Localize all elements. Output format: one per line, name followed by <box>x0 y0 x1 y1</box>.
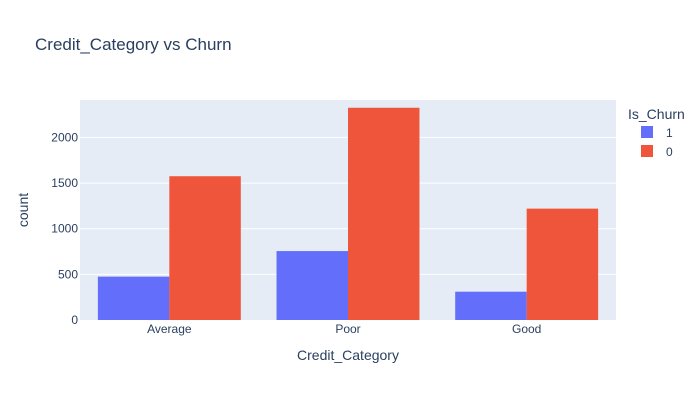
x-axis-ticks: Average Poor Good <box>147 322 541 336</box>
bar-poor-churn-0[interactable] <box>348 107 420 320</box>
legend: Is_Churn 1 0 <box>628 106 685 159</box>
bar-average-churn-1[interactable] <box>97 276 170 320</box>
legend-label: 0 <box>666 145 673 159</box>
x-tick-label: Average <box>147 322 192 336</box>
y-tick-label: 0 <box>71 313 78 327</box>
legend-item-0[interactable]: 0 <box>641 145 673 159</box>
legend-label: 1 <box>666 126 673 140</box>
bars <box>97 107 599 320</box>
y-tick-label: 2000 <box>51 130 78 144</box>
y-axis-ticks: 0 500 1000 1500 2000 <box>51 130 78 327</box>
legend-swatch <box>641 126 653 138</box>
legend-title: Is_Churn <box>628 106 685 122</box>
x-tick-label: Poor <box>335 322 360 336</box>
bar-good-churn-1[interactable] <box>455 291 527 320</box>
bar-good-churn-0[interactable] <box>526 208 599 320</box>
legend-item-1[interactable]: 1 <box>641 126 673 140</box>
y-axis-title: count <box>15 193 31 227</box>
bar-poor-churn-1[interactable] <box>276 251 348 320</box>
chart-title: Credit_Category vs Churn <box>35 35 232 54</box>
y-tick-label: 1000 <box>51 222 78 236</box>
y-tick-label: 500 <box>58 267 78 281</box>
bar-average-churn-0[interactable] <box>169 176 241 320</box>
y-tick-label: 1500 <box>51 176 78 190</box>
x-axis-title: Credit_Category <box>297 347 399 363</box>
legend-swatch <box>641 145 653 157</box>
x-tick-label: Good <box>512 322 541 336</box>
